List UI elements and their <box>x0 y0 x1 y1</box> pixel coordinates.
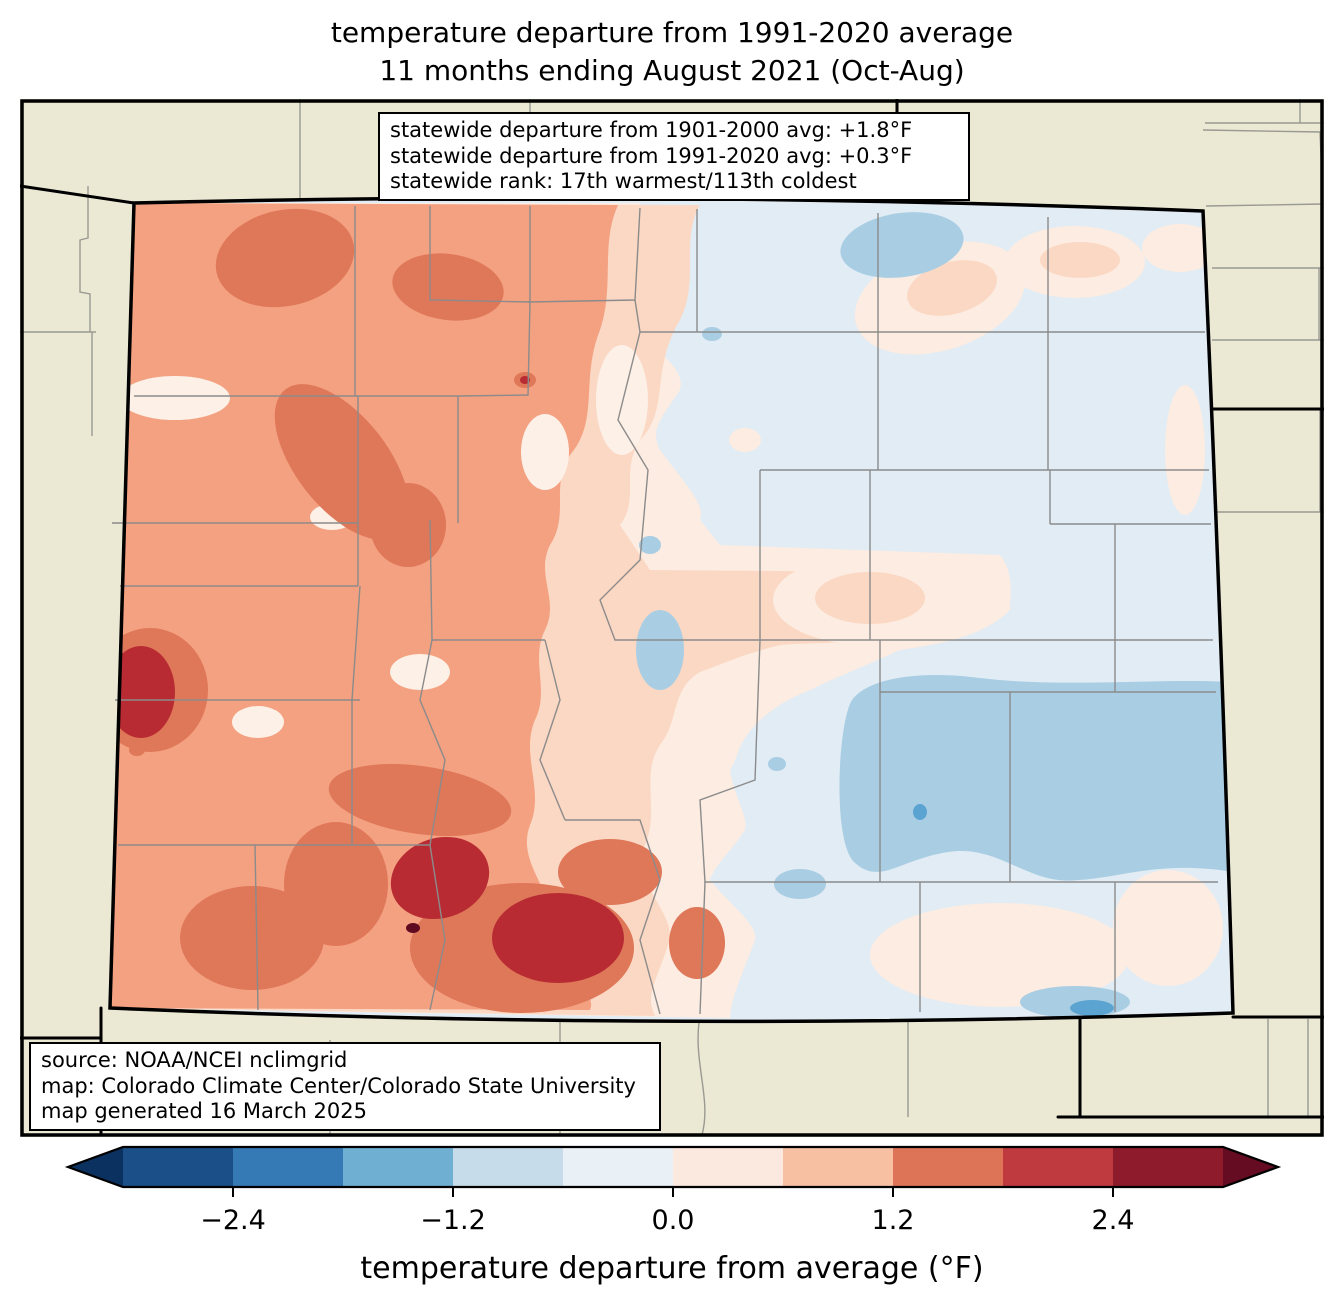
figure-title: temperature departure from 1991-2020 ave… <box>0 14 1344 90</box>
source-line-2: map: Colorado Climate Center/Colorado St… <box>41 1073 636 1098</box>
colorbar-ticks: −2.4 −1.2 0.0 1.2 2.4 <box>200 1187 1134 1236</box>
statewide-stats-box: statewide departure from 1901-2000 avg: … <box>378 112 970 201</box>
colorbar-tick-label: 2.4 <box>1092 1205 1135 1236</box>
colorbar-segment <box>673 1147 783 1187</box>
title-line-1: temperature departure from 1991-2020 ave… <box>330 16 1014 49</box>
colorado-map <box>20 99 1324 1137</box>
colorado-contours <box>110 198 1233 1022</box>
colorbar-tick-label: −1.2 <box>420 1205 486 1236</box>
blue-mid-dots <box>913 804 1114 1016</box>
colorbar-body <box>64 1145 1282 1189</box>
colorbar-segment <box>563 1147 673 1187</box>
stats-line-3: statewide rank: 17th warmest/113th colde… <box>390 169 857 193</box>
colorbar-axis-label: temperature departure from average (°F) <box>360 1251 983 1286</box>
stats-line-1: statewide departure from 1901-2000 avg: … <box>390 118 913 142</box>
colorado-county-lines <box>112 206 1218 1015</box>
map-axes <box>20 99 1324 1137</box>
axes-frame <box>20 99 1324 1137</box>
maroon-hotspot <box>406 923 420 933</box>
source-attribution-box: source: NOAA/NCEI nclimgrid map: Colorad… <box>29 1042 661 1131</box>
colorbar-tick-label: 1.2 <box>872 1205 915 1236</box>
red-blobs <box>110 376 624 983</box>
colorbar-arrow-right <box>1223 1147 1278 1187</box>
colorbar: −2.4 −1.2 0.0 1.2 2.4 temperature departure … <box>64 1145 1282 1286</box>
source-line-3: map generated 16 March 2025 <box>41 1099 368 1123</box>
colorbar-arrow-left <box>68 1147 123 1187</box>
colorbar-segment <box>123 1147 233 1187</box>
blue-light-blobs <box>636 212 1233 1018</box>
stats-line-2: statewide departure from 1991-2020 avg: … <box>390 143 913 168</box>
colorbar-outline <box>64 1145 1282 1189</box>
title-line-2: 11 months ending August 2021 (Oct-Aug) <box>379 54 965 87</box>
colorbar-tick-label: −2.4 <box>200 1205 266 1236</box>
colorbar-tick-label: 0.0 <box>652 1205 695 1236</box>
colorbar-segment <box>343 1147 453 1187</box>
colorbar-segment <box>893 1147 1003 1187</box>
colorbar-segment <box>783 1147 893 1187</box>
colorbar-segment <box>1113 1147 1223 1187</box>
colorbar-segment <box>453 1147 563 1187</box>
colorbar-segment <box>233 1147 343 1187</box>
east-pale-peach-patches <box>815 242 1120 624</box>
source-line-1: source: NOAA/NCEI nclimgrid <box>41 1048 348 1072</box>
colorbar-segment <box>1003 1147 1113 1187</box>
